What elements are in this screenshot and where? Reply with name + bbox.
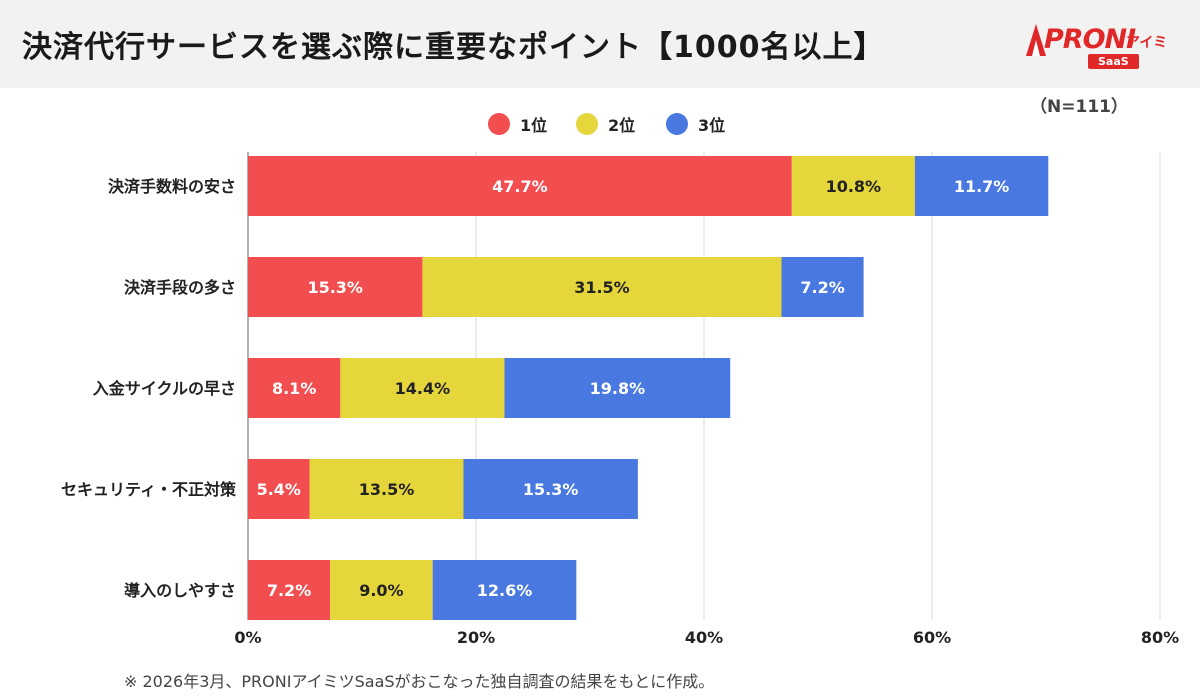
bar-segment-rank2 — [309, 459, 464, 519]
bar-segment-rank1 — [248, 459, 310, 519]
sample-size: （N=111） — [1030, 97, 1128, 117]
bar-segment-rank2 — [330, 560, 433, 620]
data-label-rank2: 31.5% — [574, 278, 630, 297]
footnote: ※ 2026年3月、PRONIアイミツSaaSがおこなった独自調査の結果をもとに… — [124, 672, 715, 691]
bar-segment-rank2 — [340, 358, 505, 418]
data-label-rank2: 14.4% — [395, 379, 451, 398]
logo-badge: SaaS — [1088, 54, 1139, 69]
data-label-rank2: 10.8% — [826, 177, 882, 196]
header-bar: 決済代行サービスを選ぶ際に重要なポイント【1000名以上】 PRONI アイミツ… — [0, 0, 1200, 88]
page-title: 決済代行サービスを選ぶ際に重要なポイント【1000名以上】 — [22, 30, 885, 65]
legend-item-rank2: 2位 — [576, 112, 635, 136]
data-label-rank3: 11.7% — [954, 177, 1010, 196]
x-tick-label: 80% — [1141, 628, 1179, 647]
bar-segment-rank2 — [791, 156, 915, 216]
legend-swatch-rank3 — [666, 113, 688, 135]
legend-label-rank3: 3位 — [698, 116, 726, 135]
legend-item-rank3: 3位 — [666, 112, 725, 136]
bar-segment-rank1 — [248, 257, 423, 317]
bar-segment-rank3 — [432, 560, 577, 620]
proni-logo: PRONI アイミツ SaaS — [1020, 18, 1180, 72]
category-label: セキュリティ・不正対策 — [61, 480, 237, 499]
bar-segment-rank1 — [248, 560, 331, 620]
bar-segment-rank1 — [248, 358, 341, 418]
data-label-rank2: 9.0% — [359, 581, 403, 600]
data-label-rank1: 5.4% — [257, 480, 301, 499]
category-label: 導入のしやすさ — [124, 581, 236, 600]
x-tick-label: 20% — [457, 628, 495, 647]
category-label: 決済手段の多さ — [124, 278, 236, 297]
bar-segment-rank3 — [463, 459, 638, 519]
bar-segment-rank3 — [914, 156, 1049, 216]
x-tick-label: 40% — [685, 628, 723, 647]
data-label-rank3: 15.3% — [523, 480, 579, 499]
x-tick-label: 0% — [234, 628, 261, 647]
data-label-rank3: 19.8% — [590, 379, 646, 398]
category-label: 決済手数料の安さ — [108, 177, 236, 196]
legend-swatch-rank2 — [576, 113, 598, 135]
legend-swatch-rank1 — [488, 113, 510, 135]
x-tick-label: 60% — [913, 628, 951, 647]
data-label-rank1: 8.1% — [272, 379, 316, 398]
bar-segment-rank1 — [248, 156, 792, 216]
legend-label-rank1: 1位 — [520, 116, 548, 135]
data-label-rank3: 7.2% — [800, 278, 844, 297]
chart-legend: 1位 2位 3位 — [0, 112, 1200, 136]
legend-item-rank1: 1位 — [488, 112, 547, 136]
bar-segment-rank3 — [504, 358, 731, 418]
logo-mark-icon — [1026, 24, 1046, 56]
legend-label-rank2: 2位 — [608, 116, 636, 135]
data-label-rank1: 15.3% — [307, 278, 363, 297]
data-label-rank3: 12.6% — [477, 581, 533, 600]
bar-segment-rank2 — [422, 257, 782, 317]
data-label-rank1: 7.2% — [267, 581, 311, 600]
data-label-rank2: 13.5% — [359, 480, 415, 499]
category-label: 入金サイクルの早さ — [93, 379, 236, 398]
data-label-rank1: 47.7% — [492, 177, 548, 196]
bar-segment-rank3 — [781, 257, 864, 317]
logo-brand: PRONI — [1044, 24, 1136, 55]
